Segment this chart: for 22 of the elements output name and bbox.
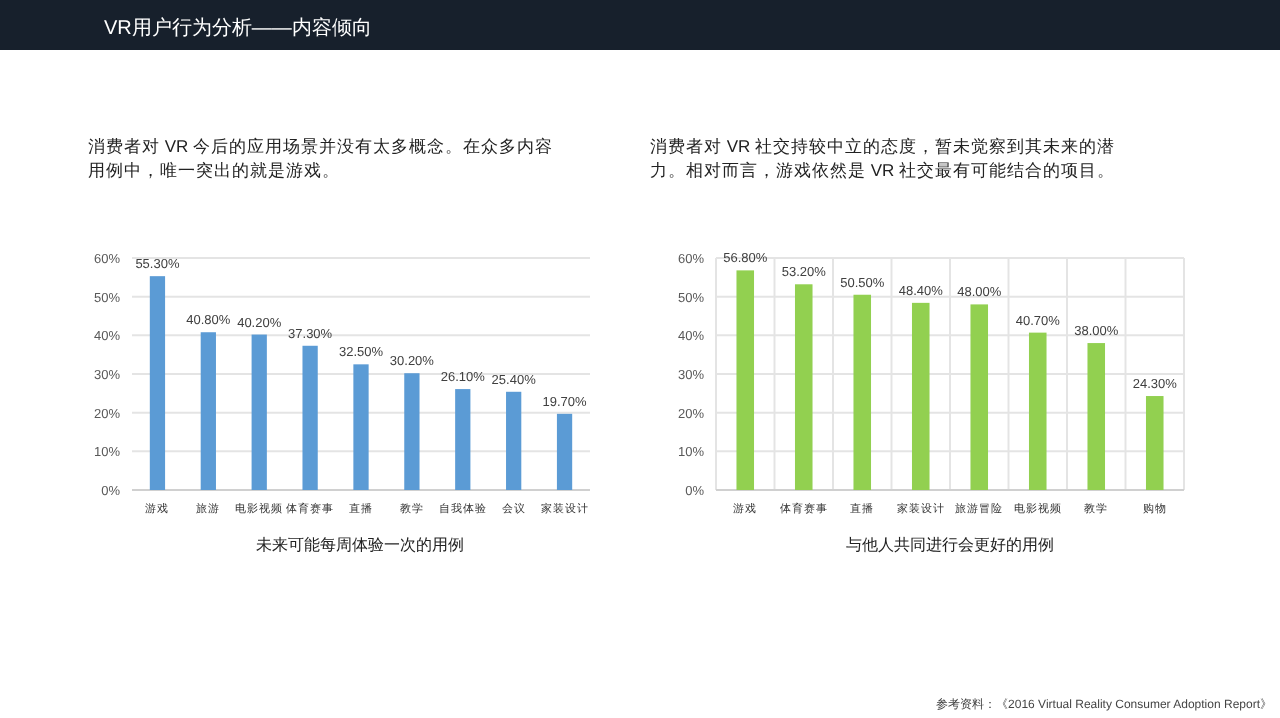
chart-title: 消费者对 VR 今后的应用场景并没有太多概念。在众多内容用例中，唯一突出的就是游戏。 (88, 136, 554, 180)
x-axis-title: 与他人共同进行会更好的用例 (846, 536, 1054, 554)
bar (1028, 332, 1047, 490)
bar (1087, 343, 1106, 490)
bar (736, 270, 755, 490)
bar (200, 332, 216, 490)
chart-title: 消费者对 VR 社交持较中立的态度，暂未觉察到其未来的潜力。相对而言，游戏依然是 VR 社交最有可能结合的项目。 (650, 136, 1116, 180)
bar (1145, 396, 1164, 490)
bar (506, 391, 522, 490)
bar (251, 334, 267, 490)
bar (911, 302, 930, 490)
x-axis-title: 未来可能每周体验一次的用例 (256, 536, 464, 554)
bar (404, 373, 420, 490)
text: VR用户行为分析——内容倾向 (104, 16, 372, 40)
bar (455, 389, 471, 490)
bar (970, 304, 989, 490)
bar (302, 345, 318, 490)
bar (556, 413, 573, 490)
bar (853, 294, 872, 490)
bar (149, 276, 166, 490)
bar (794, 284, 813, 490)
bar (353, 364, 369, 490)
